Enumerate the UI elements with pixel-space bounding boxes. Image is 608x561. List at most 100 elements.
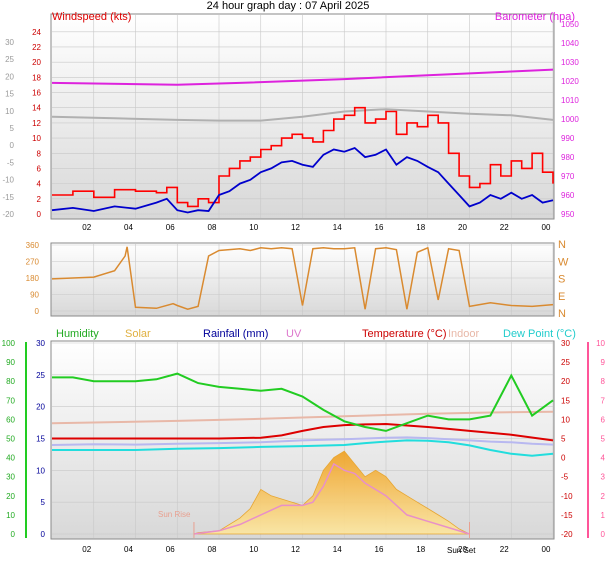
humidity-tick: 90 [6, 358, 15, 367]
uv-tick: 3 [601, 473, 606, 482]
barometer-tick: 960 [561, 191, 575, 200]
windspeed-line [52, 106, 554, 208]
sunset-label: Sun Set [447, 546, 476, 555]
wind-farleft-tick: 25 [5, 55, 14, 64]
temperature-tick: 25 [561, 358, 570, 367]
wind-x-tick: 10 [249, 223, 258, 232]
direction-left-tick: 0 [35, 307, 40, 316]
temperature-tick: 5 [561, 435, 566, 444]
wind-left-tick: 2 [37, 195, 42, 204]
wind-farleft-tick: 10 [5, 107, 14, 116]
indoor-line [51, 410, 554, 425]
barometer-tick: 950 [561, 210, 575, 219]
uv-line [51, 436, 554, 446]
atmos-x-tick: 16 [375, 545, 384, 554]
solar-max-line [193, 462, 470, 535]
direction-right-tick: S [558, 274, 565, 286]
atmos-x-tick: 04 [124, 545, 133, 554]
wind-x-tick: 00 [542, 223, 551, 232]
wind-x-tick: 12 [291, 223, 300, 232]
humidity-tick: 10 [6, 511, 15, 520]
temperature-tick: -5 [561, 473, 569, 482]
rain-tick: 10 [36, 466, 45, 475]
dewpoint-label: Dew Point (°C) [503, 328, 576, 340]
atmos-x-tick: 14 [333, 545, 342, 554]
atmos-x-tick: 06 [166, 545, 175, 554]
barometer-label: Barometer (hpa) [495, 11, 575, 23]
atmos-x-tick: 10 [249, 545, 258, 554]
direction-left-tick: 180 [26, 274, 40, 283]
atmos-x-tick: 08 [208, 545, 217, 554]
rainfall-label: Rainfall (mm) [203, 328, 268, 340]
humidity-tick: 30 [6, 473, 15, 482]
barometer-tick: 1030 [561, 58, 579, 67]
windspeed-label: Windspeed (kts) [52, 11, 131, 23]
wind-x-tick: 14 [333, 223, 342, 232]
temperature-tick: 30 [561, 339, 570, 348]
wind-x-tick: 02 [82, 223, 91, 232]
wind-farleft-tick: 5 [10, 124, 15, 133]
uv-tick: 6 [601, 415, 606, 424]
wind-left-tick: 0 [37, 210, 42, 219]
wind-farleft-tick: -15 [2, 193, 14, 202]
grey-line [51, 108, 554, 122]
wind-left-tick: 20 [32, 58, 41, 67]
wind-left-tick: 4 [37, 180, 42, 189]
direction-right-tick: N [558, 239, 566, 251]
barometer-tick: 1040 [561, 39, 579, 48]
humidity-tick: 20 [6, 492, 15, 501]
wind-left-tick: 12 [32, 119, 41, 128]
barometer-tick: 1020 [561, 77, 579, 86]
wind-left-tick: 18 [32, 73, 41, 82]
atmos-x-tick: 12 [291, 545, 300, 554]
wind-left-tick: 6 [37, 164, 42, 173]
direction-left-tick: 270 [26, 258, 40, 267]
barometer-tick: 1050 [561, 20, 579, 29]
wind-x-tick: 16 [375, 223, 384, 232]
humidity-tick: 70 [6, 396, 15, 405]
atmos-x-tick: 00 [542, 545, 551, 554]
atmos-x-tick: 02 [82, 545, 91, 554]
humidity-line [52, 372, 554, 432]
rain-tick: 30 [36, 339, 45, 348]
humidity-label: Humidity [56, 328, 99, 340]
rain-tick: 25 [36, 371, 45, 380]
direction-line [51, 246, 554, 310]
sunrise-label: Sun Rise [158, 510, 191, 519]
direction-left-tick: 360 [26, 241, 40, 250]
humidity-tick: 50 [6, 435, 15, 444]
atmos-x-tick: 20 [458, 545, 467, 554]
wind-x-tick: 08 [208, 223, 217, 232]
barometer-line [51, 68, 554, 86]
wind-farleft-tick: 0 [10, 141, 15, 150]
direction-right-tick: W [558, 256, 569, 268]
indoor-label: Indoor [448, 328, 480, 340]
wind-left-tick: 16 [32, 89, 41, 98]
wind-farleft-tick: 30 [5, 38, 14, 47]
uv-tick: 7 [601, 396, 606, 405]
chart-title: 24 hour graph day : 07 April 2025 [207, 0, 370, 12]
temperature-tick: 15 [561, 396, 570, 405]
direction-right-tick: N [558, 308, 566, 320]
wind-x-tick: 22 [500, 223, 509, 232]
temperature-label: Temperature (°C) [362, 328, 446, 340]
wind-farleft-tick: -20 [2, 210, 14, 219]
rain-tick: 5 [41, 498, 46, 507]
rain-tick: 0 [41, 530, 46, 539]
temperature-line [52, 422, 554, 442]
wind-x-tick: 18 [416, 223, 425, 232]
solar-label: Solar [125, 328, 151, 340]
uv-tick: 4 [601, 454, 606, 463]
grid-lines [52, 15, 554, 538]
wind-left-tick: 24 [32, 28, 41, 37]
temperature-tick: 20 [561, 377, 570, 386]
uv-tick: 8 [601, 377, 606, 386]
wind-x-tick: 20 [458, 223, 467, 232]
wind-farleft-tick: 20 [5, 72, 14, 81]
temperature-tick: -20 [561, 530, 573, 539]
plot-series [25, 68, 589, 538]
barometer-tick: 1010 [561, 96, 579, 105]
humidity-tick: 0 [11, 530, 16, 539]
uv-tick: 9 [601, 358, 606, 367]
